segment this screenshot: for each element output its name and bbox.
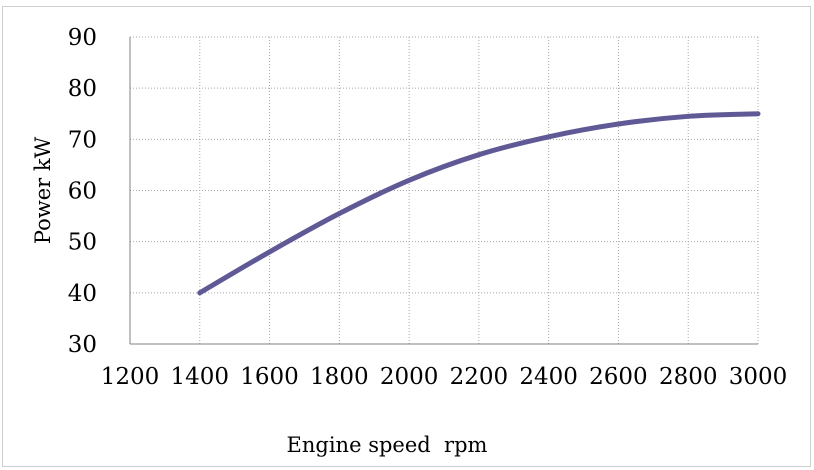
x-tick-label: 1200 bbox=[101, 364, 160, 390]
x-tick-label: 3000 bbox=[729, 364, 788, 390]
x-tick-label: 2800 bbox=[659, 364, 718, 390]
x-tick-label: 1400 bbox=[171, 364, 230, 390]
y-axis-title: Power kW bbox=[31, 136, 55, 244]
x-tick-label: 2200 bbox=[450, 364, 509, 390]
y-tick-label: 50 bbox=[68, 230, 97, 256]
y-tick-label: 90 bbox=[68, 25, 97, 51]
axes bbox=[129, 37, 758, 345]
y-tick-label: 80 bbox=[68, 76, 97, 102]
x-axis-title: Engine speed rpm bbox=[287, 433, 488, 457]
grid bbox=[130, 36, 759, 344]
x-tick-label: 1800 bbox=[310, 364, 369, 390]
x-tick-label: 2400 bbox=[519, 364, 578, 390]
x-tick-label: 2000 bbox=[380, 364, 439, 390]
power-series-line bbox=[197, 111, 761, 296]
x-tick-label: 1600 bbox=[240, 364, 299, 390]
series-layer bbox=[197, 111, 761, 296]
y-tick-label: 30 bbox=[68, 332, 97, 358]
y-tick-label: 40 bbox=[68, 281, 97, 307]
x-tick-labels: 1200 1400 1600 1800 2000 2200 2400 2600 2800 3000 bbox=[101, 364, 788, 390]
y-tick-labels: 30 40 50 60 70 80 90 bbox=[68, 25, 97, 358]
y-tick-label: 70 bbox=[68, 127, 97, 153]
y-tick-label: 60 bbox=[68, 179, 97, 205]
chart-frame bbox=[2, 6, 811, 467]
x-tick-label: 2600 bbox=[589, 364, 648, 390]
